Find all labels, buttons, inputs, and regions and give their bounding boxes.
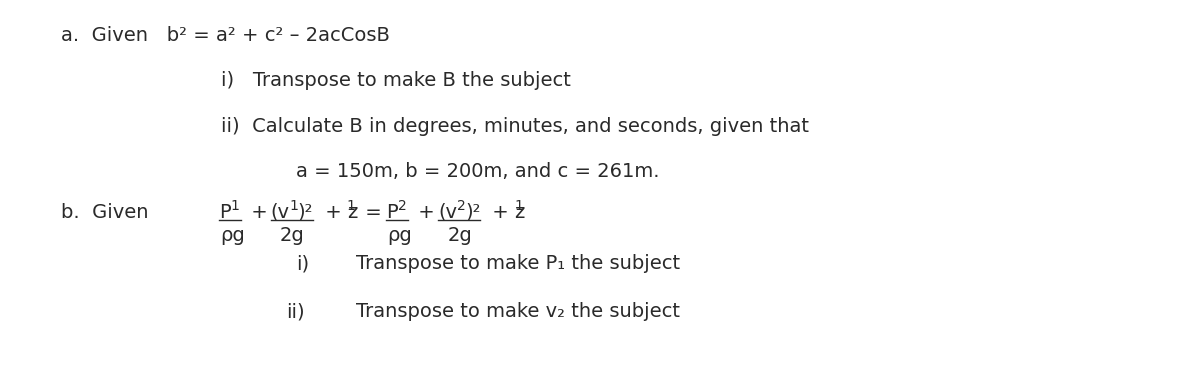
Text: 1: 1: [347, 199, 355, 213]
Text: 1: 1: [289, 199, 299, 213]
Text: a = 150m, b = 200m, and c = 261m.: a = 150m, b = 200m, and c = 261m.: [295, 162, 659, 181]
Text: 1: 1: [230, 199, 240, 213]
Text: +: +: [245, 203, 274, 222]
Text: +: +: [413, 203, 442, 222]
Text: ii)  Calculate B in degrees, minutes, and seconds, given that: ii) Calculate B in degrees, minutes, and…: [221, 118, 809, 137]
Text: (v: (v: [271, 203, 289, 222]
Text: b.  Given: b. Given: [61, 203, 149, 222]
Text: 2: 2: [457, 199, 466, 213]
Text: 2g: 2g: [280, 226, 305, 245]
Text: 2g: 2g: [448, 226, 472, 245]
Text: a.  Given   b² = a² + c² – 2acCosB: a. Given b² = a² + c² – 2acCosB: [61, 26, 390, 45]
Text: i): i): [295, 254, 308, 273]
Text: 2: 2: [398, 199, 407, 213]
Text: )²: )²: [466, 203, 481, 222]
Text: P: P: [218, 203, 230, 222]
Text: ρg: ρg: [220, 226, 245, 245]
Text: ii): ii): [286, 302, 305, 321]
Text: + z: + z: [319, 203, 358, 222]
Text: P: P: [386, 203, 398, 222]
Text: ρg: ρg: [388, 226, 413, 245]
Text: Transpose to make P₁ the subject: Transpose to make P₁ the subject: [355, 254, 679, 273]
Text: (v: (v: [438, 203, 457, 222]
Text: )²: )²: [298, 203, 313, 222]
Text: =: =: [359, 203, 388, 222]
Text: i)   Transpose to make B the subject: i) Transpose to make B the subject: [221, 71, 571, 90]
Text: 1: 1: [514, 199, 523, 213]
Text: + z: + z: [486, 203, 526, 222]
Text: Transpose to make v₂ the subject: Transpose to make v₂ the subject: [355, 302, 679, 321]
